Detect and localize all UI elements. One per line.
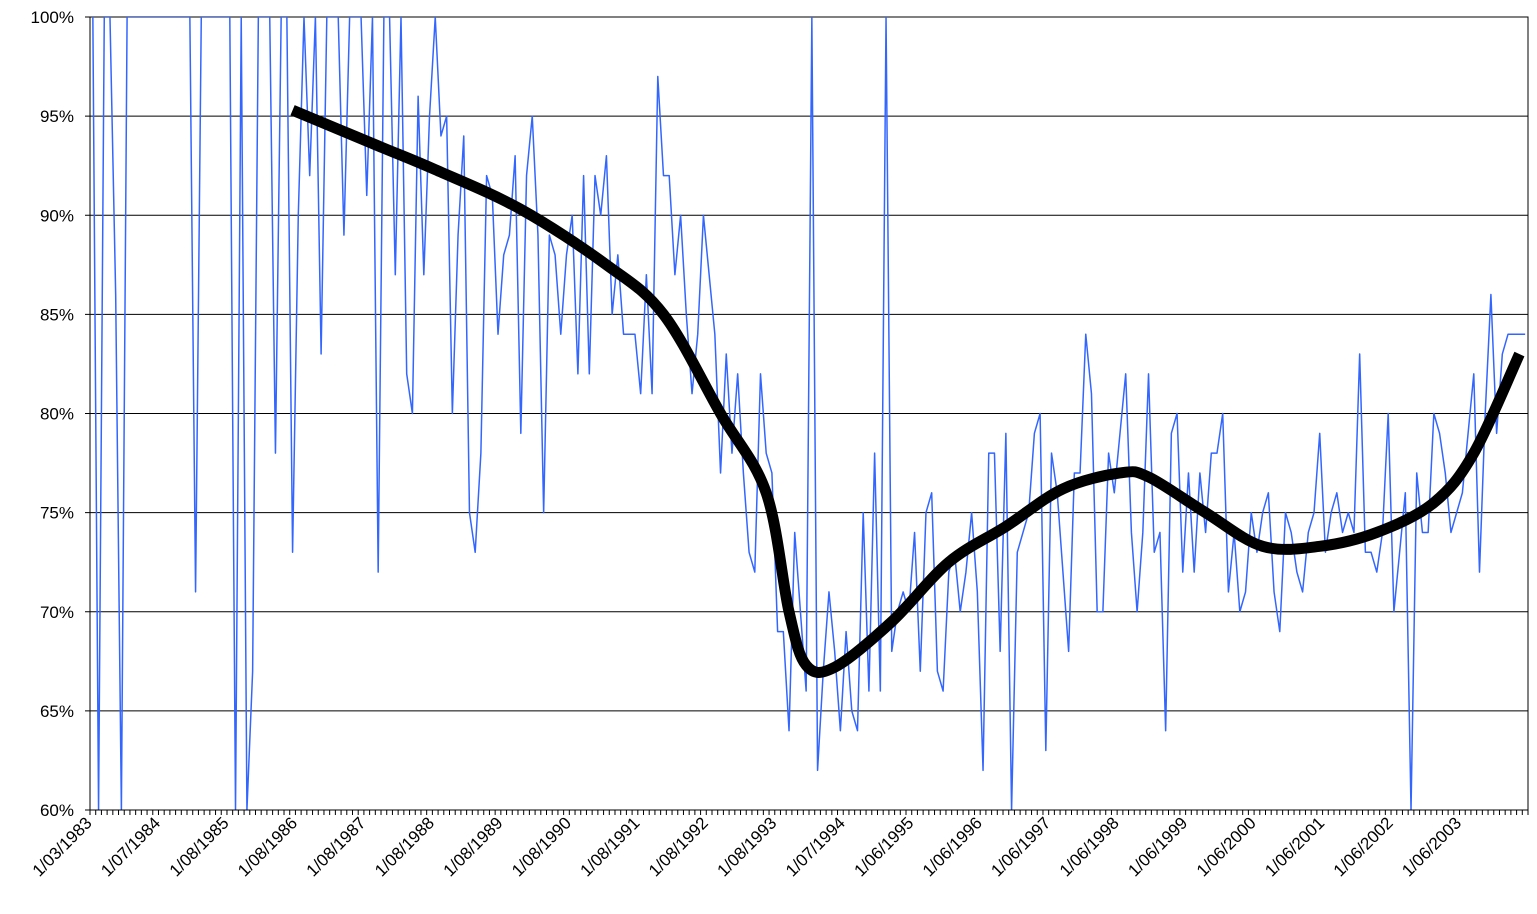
x-tick-label: 1/07/1994 (782, 813, 849, 880)
x-tick-label: 1/06/1998 (1056, 813, 1123, 880)
x-tick-label: 1/03/1983 (29, 813, 96, 880)
y-tick-label: 85% (40, 305, 74, 324)
x-tick-label: 1/08/1985 (166, 813, 233, 880)
data-line (92, 17, 1526, 810)
y-tick-label: 65% (40, 702, 74, 721)
x-tick-label: 1/08/1988 (371, 813, 438, 880)
y-tick-label: 75% (40, 504, 74, 523)
y-tick-label: 70% (40, 603, 74, 622)
x-tick-label: 1/08/1986 (234, 813, 301, 880)
series-layer (92, 17, 1526, 810)
x-tick-label: 1/08/1991 (577, 813, 644, 880)
x-tick-label: 1/08/1990 (508, 813, 575, 880)
trend-line (290, 105, 1525, 678)
x-tick-label: 1/06/2002 (1330, 813, 1397, 880)
x-tick-label: 1/06/1997 (987, 813, 1054, 880)
x-tick-label: 1/06/1996 (919, 813, 986, 880)
y-tick-label: 60% (40, 801, 74, 820)
x-tick-label: 1/08/1989 (440, 813, 507, 880)
y-tick-label: 90% (40, 206, 74, 225)
x-tick-label: 1/08/1992 (645, 813, 712, 880)
y-tick-label: 100% (31, 8, 74, 27)
x-tick-label: 1/06/1999 (1124, 813, 1191, 880)
x-tick-label: 1/06/2000 (1193, 813, 1260, 880)
x-tick-label: 1/06/2001 (1261, 813, 1328, 880)
x-tick-label: 1/08/1987 (303, 813, 370, 880)
x-tick-label: 1/07/1984 (97, 813, 164, 880)
x-tick-label: 1/06/2003 (1398, 813, 1465, 880)
y-tick-label: 80% (40, 405, 74, 424)
x-tick-label: 1/06/1995 (850, 813, 917, 880)
x-tick-label: 1/08/1993 (714, 813, 781, 880)
y-tick-label: 95% (40, 107, 74, 126)
